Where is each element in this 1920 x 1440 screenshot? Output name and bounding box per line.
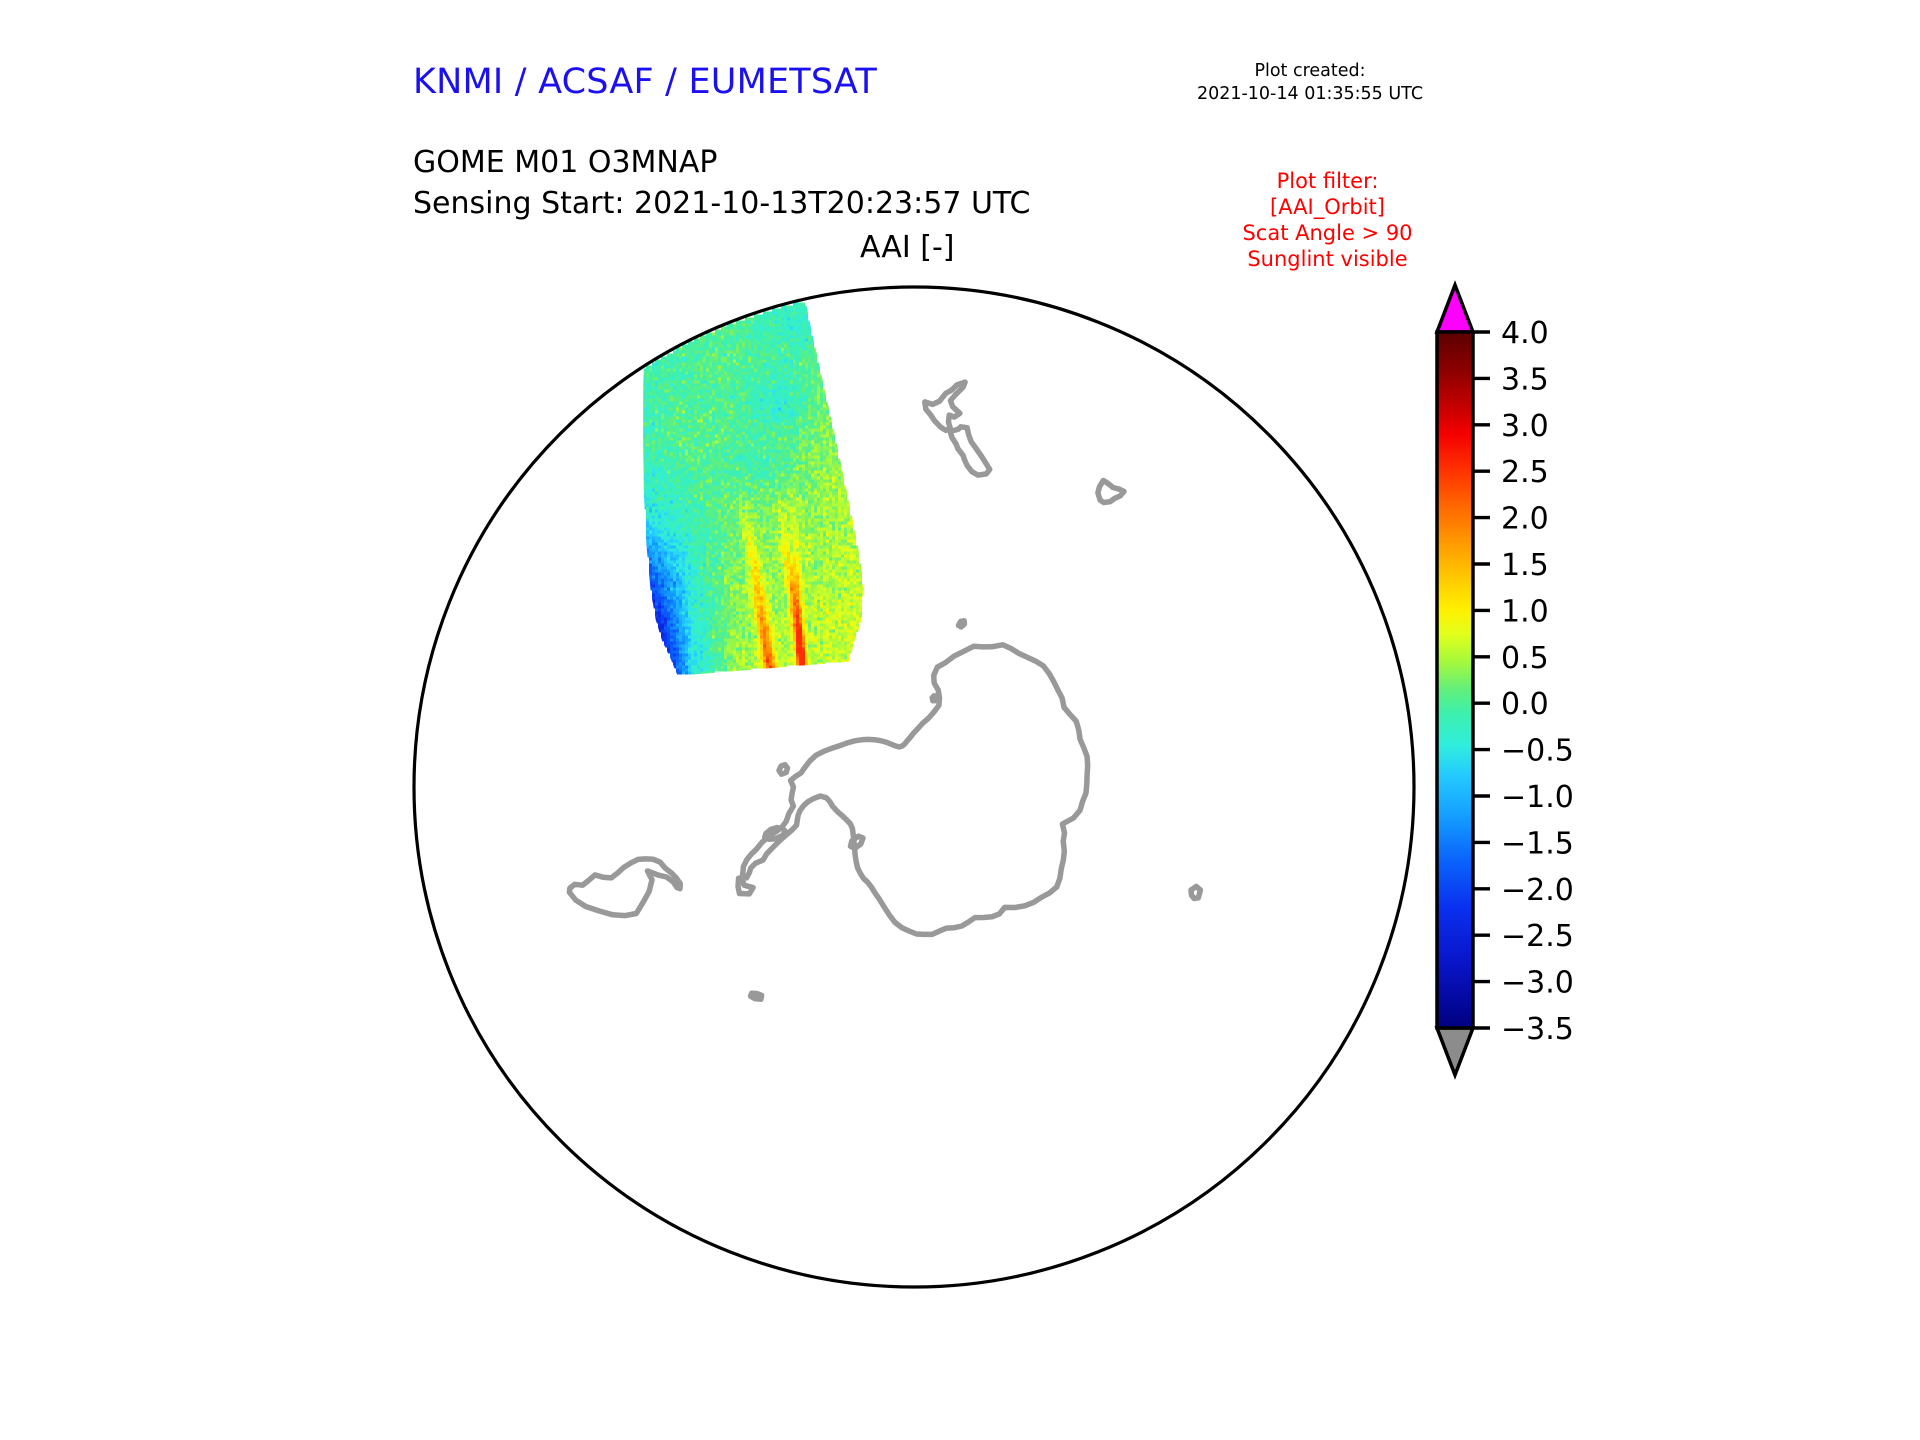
- map-svg: [412, 285, 1416, 1289]
- coastline-path: [776, 761, 791, 777]
- swath-cell-group: [757, 581, 800, 666]
- plot-title-block: GOME M01 O3MNAP Sensing Start: 2021-10-1…: [413, 142, 1030, 224]
- colorbar-tick-label: 2.0: [1501, 502, 1549, 537]
- swath-cell-group: [649, 584, 677, 666]
- colorbar-tick-label: −2.0: [1501, 873, 1574, 908]
- swath-cell-group: [757, 584, 806, 666]
- coastline-path: [1188, 883, 1204, 902]
- swath-cell-group: [646, 551, 689, 675]
- coastline-path: [1095, 477, 1127, 506]
- swath-cell-group: [655, 614, 665, 636]
- map-panel: [411, 285, 1417, 1291]
- colorbar-tick-label: 3.0: [1501, 409, 1549, 444]
- coastline-path: [566, 856, 684, 919]
- swath-cell-group: [766, 614, 806, 669]
- globe-boundary-circle: [412, 285, 1416, 1289]
- data-swath-layer: [643, 302, 864, 675]
- swath-cell-group: [646, 536, 689, 672]
- colorbar-ticks: [1473, 330, 1490, 1030]
- colorbar-tick-label: 0.0: [1501, 687, 1549, 722]
- colorbar-tick-label: −0.5: [1501, 734, 1574, 769]
- swath-cell-group: [796, 617, 806, 651]
- colorbar-tick-label: 1.5: [1501, 548, 1549, 583]
- swath-cell-group: [646, 542, 689, 672]
- swath-cell-group: [643, 305, 860, 672]
- colorbar-under-arrow: [1434, 1026, 1476, 1080]
- colorbar-tick-label: −3.5: [1501, 1012, 1574, 1047]
- coastline-path: [762, 824, 789, 843]
- instrument-product-line: GOME M01 O3MNAP: [413, 145, 718, 180]
- colorbar-tick-label: −1.5: [1501, 826, 1574, 861]
- plot-created-timestamp: 2021-10-14 01:35:55 UTC: [1196, 84, 1424, 104]
- colorbar-tick-label: −2.5: [1501, 919, 1574, 954]
- plot-filter-block: Plot filter: [AAI_Orbit] Scat Angle > 90…: [1180, 168, 1475, 272]
- swath-cell-group: [751, 551, 809, 669]
- plot-filter-line-2: Scat Angle > 90: [1242, 221, 1413, 245]
- variable-title: AAI [-]: [860, 230, 955, 265]
- swath-cell-group: [652, 599, 656, 603]
- swath-cell-group: [646, 536, 692, 675]
- globe-background: [414, 287, 1414, 1287]
- plot-filter-line-0: Plot filter:: [1276, 169, 1379, 193]
- colorbar-over-arrow: [1434, 280, 1476, 334]
- plot-created-label: Plot created:: [1254, 61, 1366, 81]
- colorbar-tick-label: 3.5: [1501, 362, 1549, 397]
- colorbar-tick-label: −3.0: [1501, 966, 1574, 1001]
- plot-created-block: Plot created: 2021-10-14 01:35:55 UTC: [1165, 60, 1455, 106]
- colorbar-tick-label: −1.0: [1501, 780, 1574, 815]
- plot-filter-line-1: [AAI_Orbit]: [1270, 195, 1385, 219]
- coastline-path: [929, 693, 940, 704]
- coastline-path: [847, 833, 866, 852]
- colorbar-tick-label: 4.0: [1501, 316, 1549, 351]
- swath-cell-group: [643, 302, 839, 675]
- swath-cell-group: [649, 557, 680, 663]
- sensing-start-line: Sensing Start: 2021-10-13T20:23:57 UTC: [413, 186, 1031, 221]
- colorbar-svg: 4.0 3.5 3.0 2.5 2.0 1.5 1.0 0.5 0.0 −0.5 −1.0 −1.5 −…: [1434, 280, 1574, 1080]
- colorbar-tick-label: 1.0: [1501, 594, 1549, 629]
- coastline-path: [747, 990, 765, 1003]
- swath-cell-group: [649, 566, 683, 675]
- colorbar-tick-label: 2.5: [1501, 455, 1549, 490]
- colorbar-tick-label: 0.5: [1501, 641, 1549, 676]
- colorbar-tick-labels: 4.0 3.5 3.0 2.5 2.0 1.5 1.0 0.5 0.0 −0.5 −1.0 −1.5 −…: [1501, 316, 1574, 1047]
- swath-cell-group: [763, 602, 803, 660]
- swath-cell-group: [655, 332, 863, 672]
- coastline-path: [947, 424, 993, 478]
- coastline-path: [735, 642, 1091, 938]
- colorbar-gradient-body: [1435, 330, 1475, 1030]
- plot-filter-line-3: Sunglint visible: [1247, 247, 1408, 271]
- coastline-layer: [566, 379, 1204, 1003]
- agency-logo-text: KNMI / ACSAF / EUMETSAT: [413, 62, 877, 102]
- coastline-path: [922, 379, 968, 434]
- coastline-path: [955, 618, 968, 630]
- colorbar-panel: 4.0 3.5 3.0 2.5 2.0 1.5 1.0 0.5 0.0 −0.5 −1.0 −1.5 −…: [1425, 278, 1655, 1098]
- swath-cell-group: [646, 509, 692, 675]
- swath-cell-group: [679, 359, 864, 669]
